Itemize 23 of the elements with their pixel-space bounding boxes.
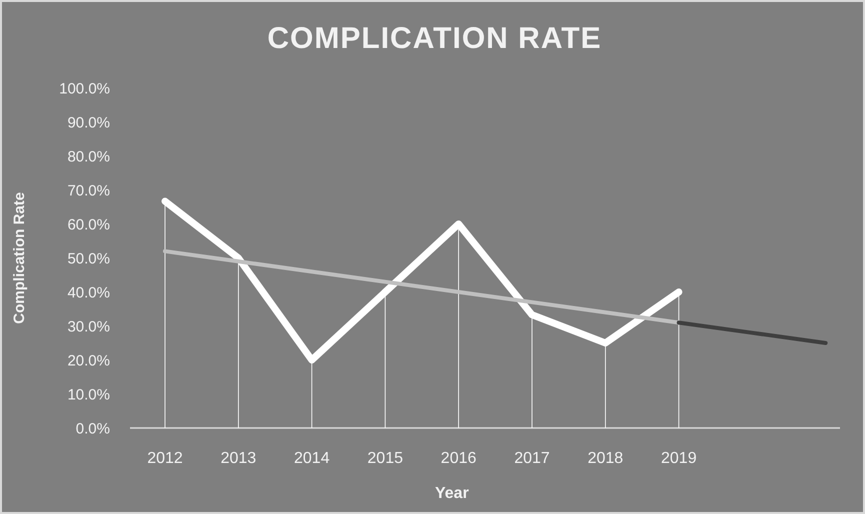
y-tick-label: 70.0% [67, 182, 110, 200]
y-tick-label: 100.0% [59, 80, 110, 98]
x-axis-title: Year [434, 485, 469, 502]
y-tick-label: 50.0% [67, 250, 110, 268]
x-tick-label: 2018 [588, 450, 624, 467]
y-tick-label: 60.0% [67, 216, 110, 234]
x-tick-label: 2017 [514, 450, 550, 467]
y-tick-label: 0.0% [76, 420, 110, 438]
y-tick-label: 90.0% [67, 114, 110, 132]
y-tick-label: 40.0% [67, 284, 110, 302]
y-tick-label: 80.0% [67, 148, 110, 166]
x-tick-label: 2013 [220, 450, 256, 467]
y-tick-label: 30.0% [67, 318, 110, 336]
line-series [163, 249, 681, 325]
y-tick-label: 20.0% [67, 352, 110, 370]
x-tick-label: 2012 [147, 450, 183, 467]
x-tick-label: 2014 [294, 450, 330, 467]
x-tick-label: 2019 [661, 450, 697, 467]
y-axis-title: Complication Rate [11, 192, 28, 324]
chart-title: COMPLICATION RATE [267, 22, 602, 55]
x-tick-label: 2016 [440, 450, 476, 467]
x-tick-label: 2015 [367, 450, 404, 467]
y-tick-label: 10.0% [67, 386, 110, 404]
